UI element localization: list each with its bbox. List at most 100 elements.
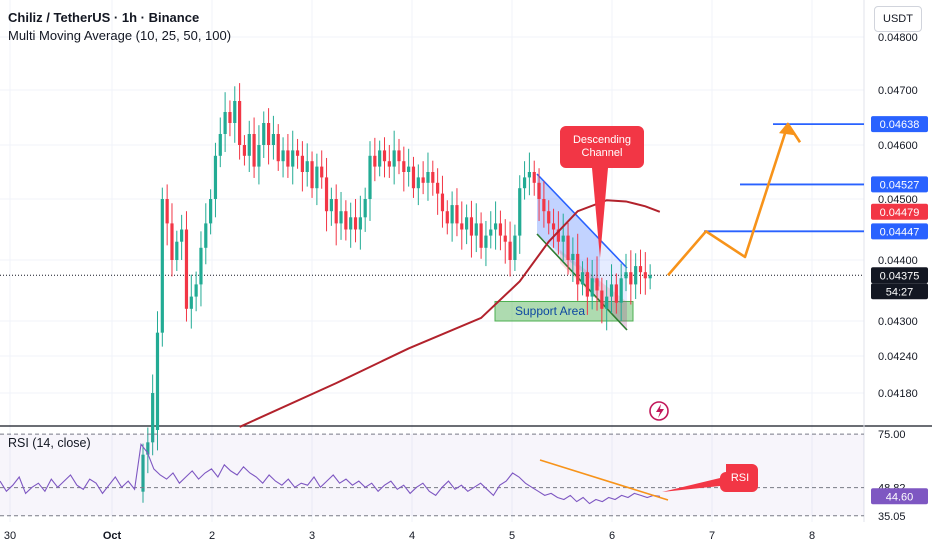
price-tag: [871, 203, 928, 220]
x-tick-label: 5: [509, 530, 515, 542]
candle-body: [460, 223, 464, 230]
candle-body: [223, 112, 227, 134]
y-tick-label: 0.04180: [878, 388, 918, 400]
candle-body: [469, 217, 474, 236]
y-tick-label: 0.04500: [878, 194, 918, 206]
candle-body: [643, 272, 647, 279]
candle-body: [184, 229, 189, 309]
ma-line: [239, 199, 661, 428]
candle-body: [479, 223, 483, 248]
candle-body: [455, 205, 459, 224]
candle-body: [344, 211, 348, 230]
price-tag-label: 0.04479: [880, 207, 920, 219]
candle-body: [474, 223, 478, 236]
candle-body: [180, 229, 184, 242]
y-tick-label: 0.04300: [878, 316, 918, 328]
candle-body: [295, 150, 300, 156]
candle-body: [411, 166, 416, 189]
candle-body: [194, 284, 198, 297]
candle-body: [648, 275, 652, 279]
candle-body: [378, 150, 382, 167]
candle-body: [233, 101, 237, 123]
candle-body: [493, 223, 498, 230]
candle-body: [141, 454, 145, 492]
candle-body: [619, 278, 623, 303]
x-tick-label: 8: [809, 530, 815, 542]
channel-top-line: [536, 173, 628, 269]
countdown-label: 54:27: [886, 286, 914, 298]
y-axis: 0.04180 0.04240 0.04300 0.04400 0.04500 0.046…: [871, 32, 928, 523]
candle-body: [305, 161, 309, 172]
candle-body: [445, 211, 449, 224]
candle-body: [503, 235, 507, 242]
y-tick-label: 0.04600: [878, 140, 918, 152]
candle-body: [508, 241, 512, 260]
price-tag-label: 0.04527: [880, 179, 920, 191]
candle-body: [421, 177, 425, 183]
x-axis: 30 Oct 2 3 4 5 6 7 8: [4, 530, 815, 542]
candle-body: [368, 155, 372, 199]
candle-body: [382, 150, 387, 162]
candle-body: [416, 177, 420, 189]
candle-body: [276, 134, 280, 162]
currency-button[interactable]: USDT: [874, 6, 922, 32]
x-tick-label: Oct: [103, 530, 122, 542]
candle-body: [155, 332, 160, 430]
candle-body: [329, 199, 333, 212]
candle-body: [609, 284, 614, 297]
candle-body: [291, 150, 295, 167]
candle-body: [402, 161, 406, 172]
candle-body: [436, 182, 440, 194]
rsi-pane: RSI: [0, 433, 864, 517]
projection-arrowhead: [779, 122, 794, 136]
candle-body: [257, 145, 261, 167]
x-tick-label: 30: [4, 530, 16, 542]
candles: [141, 83, 652, 503]
rsi-callout-label: RSI: [731, 472, 749, 484]
rsi-line: [0, 442, 661, 505]
candle-body: [566, 235, 570, 260]
candle-body: [310, 161, 314, 189]
x-tick-label: 4: [409, 530, 415, 542]
x-tick-label: 7: [709, 530, 715, 542]
channel-fill: [537, 174, 627, 330]
price-tag: [871, 176, 928, 193]
rsi-callout-box: [662, 464, 758, 492]
lightning-icon: [649, 401, 669, 421]
y-tick-label: 0.04700: [878, 85, 918, 97]
candle-body: [484, 235, 488, 248]
candle-body: [228, 112, 232, 123]
projection: [667, 122, 802, 277]
candle-body: [522, 177, 527, 189]
target-lines: [0, 123, 864, 276]
candle-body: [204, 223, 208, 248]
support-area-box: [494, 300, 634, 322]
candle-body: [281, 150, 285, 162]
candle-body: [527, 172, 531, 178]
candle-body: [262, 123, 266, 145]
rsi-value-label: 44.60: [886, 491, 914, 503]
candle-body: [576, 253, 580, 285]
price-tag: [871, 267, 928, 284]
channel-callout-line1: Descending: [573, 134, 631, 146]
candle-body: [218, 134, 222, 156]
candle-body: [556, 229, 560, 242]
y-tick-label: 0.04240: [878, 351, 918, 363]
candle-body: [532, 172, 536, 183]
candle-body: [320, 166, 324, 178]
support-area: Support Area: [494, 300, 634, 322]
y-tick-label: 0.04400: [878, 255, 918, 267]
price-tag-label: 0.04447: [880, 226, 920, 238]
rsi-value-tag: [871, 488, 928, 505]
candle-body: [489, 229, 493, 236]
candle-body: [170, 223, 174, 260]
candle-body: [537, 182, 541, 199]
candle-body: [189, 296, 193, 309]
lightning-icon-bolt: [656, 404, 664, 418]
indicator-label: Multi Moving Average (10, 25, 50, 100): [8, 28, 232, 43]
candle-body: [300, 155, 304, 172]
candle-body: [465, 217, 469, 230]
candle-body: [571, 253, 575, 260]
